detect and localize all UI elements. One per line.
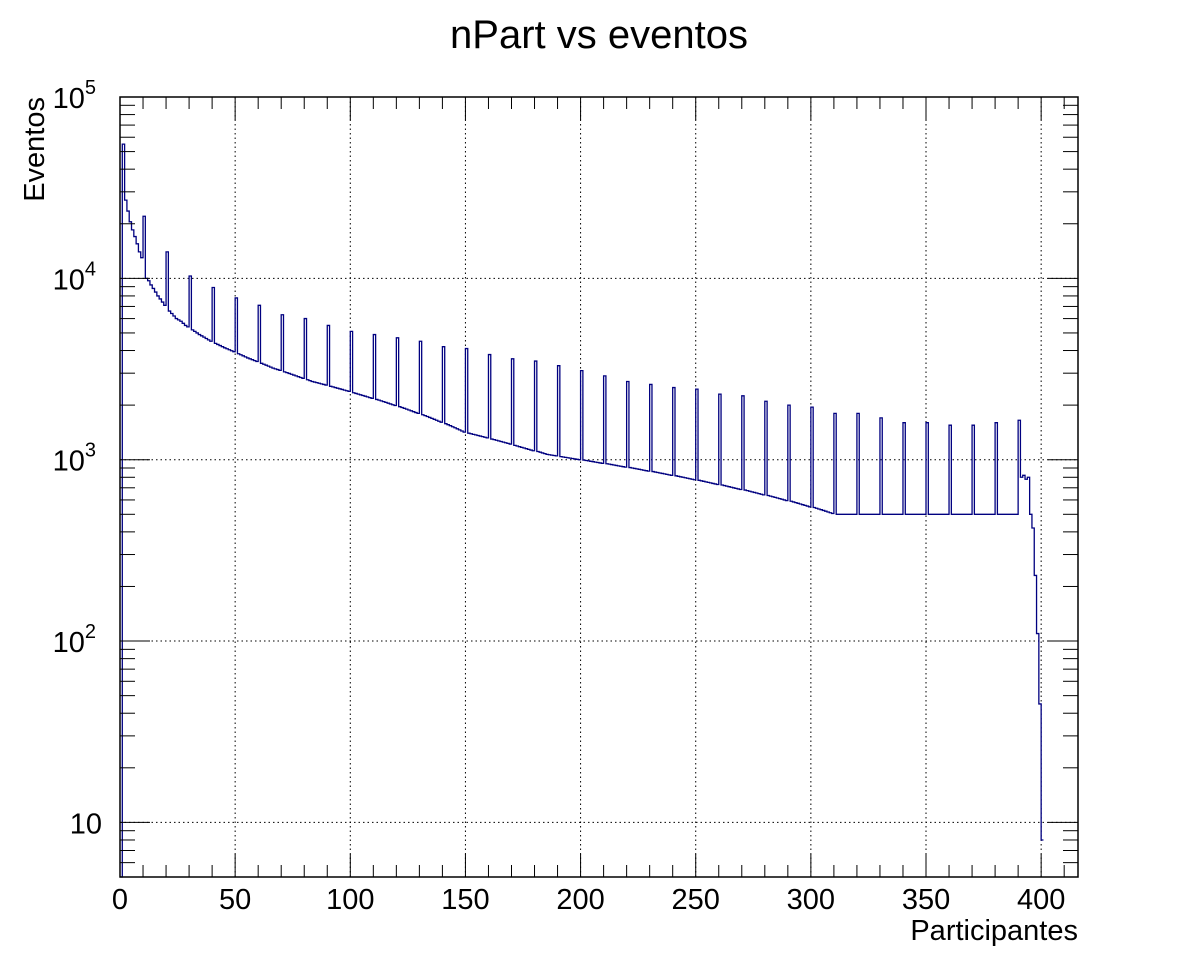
x-tick-label: 350 (902, 884, 950, 916)
x-tick-label: 100 (326, 884, 374, 916)
histogram-series-line (120, 143, 1044, 878)
x-tick-label: 0 (112, 884, 128, 916)
x-tick-label: 50 (219, 884, 251, 916)
y-tick-label: 102 (53, 621, 96, 659)
x-tick-label: 300 (787, 884, 835, 916)
x-tick-label: 200 (556, 884, 604, 916)
y-tick-label: 103 (53, 440, 96, 478)
x-tick-labels: 0 50 100 150 200 250 300 350 400 (112, 884, 1065, 916)
y-tick-label: 104 (53, 258, 96, 296)
y-tick-label: 10 (70, 808, 102, 840)
x-axis-label: Participantes (910, 915, 1078, 947)
y-tick-label: 105 (53, 77, 96, 115)
y-tick-labels: 10 102 103 104 105 (53, 77, 102, 840)
x-tick-label: 250 (672, 884, 720, 916)
grid-lines (119, 97, 1078, 877)
x-tick-label: 150 (441, 884, 489, 916)
y-axis-label: Eventos (19, 97, 51, 202)
plot-frame (119, 96, 1079, 878)
chart-title: nPart vs eventos (450, 13, 748, 57)
x-tick-label: 400 (1017, 884, 1065, 916)
axis-ticks (119, 96, 1078, 878)
